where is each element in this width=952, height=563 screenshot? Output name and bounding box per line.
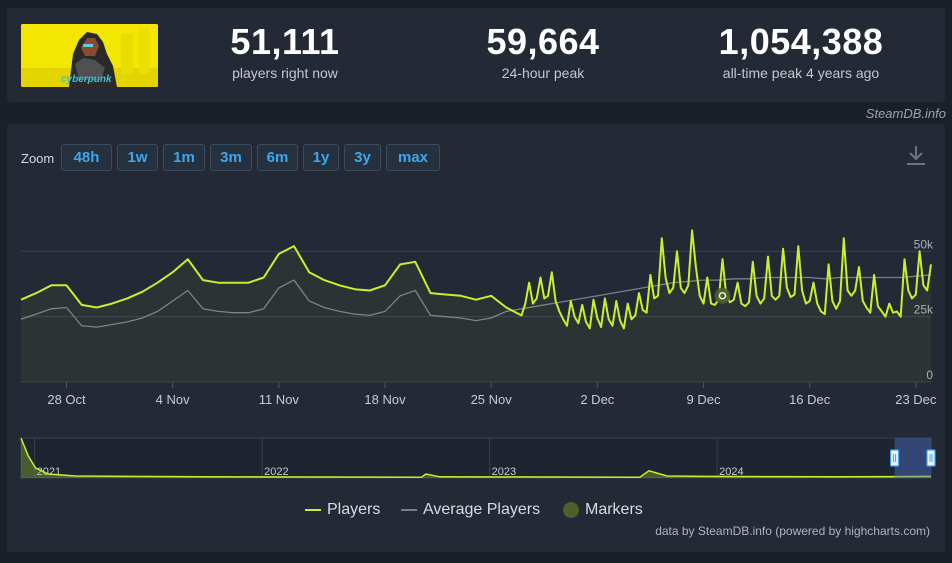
average-players-line — [20, 274, 932, 328]
x-tick-label: 11 Nov — [259, 392, 300, 407]
legend-item-markers[interactable]: Markers — [563, 500, 643, 520]
x-tick-label: 16 Dec — [789, 392, 831, 407]
download-icon[interactable] — [905, 144, 927, 168]
current-players-value: 51,111 — [230, 21, 340, 62]
navigator-line — [20, 437, 932, 478]
chart-legend: Players Average Players Markers — [305, 500, 665, 520]
players-line — [20, 229, 932, 330]
zoom-1y-button[interactable]: 1y — [303, 144, 339, 171]
player-count-chart[interactable]: 28 Oct 4 Nov 11 Nov 18 Nov 25 Nov 2 Dec 9 Dec 1… — [7, 180, 945, 480]
average-players-series — [20, 274, 932, 328]
game-cover-image[interactable]: cyberpunk — [21, 24, 158, 87]
stats-panel: cyberpunk 51,111 players right now 59,66… — [7, 8, 945, 102]
zoom-3m-button[interactable]: 3m — [210, 144, 252, 171]
stat-all-time-peak: 1,054,388 all-time peak 4 years ago — [686, 21, 916, 82]
x-tick-label: 4 Nov — [156, 392, 190, 407]
navigator-year-label: 2023 — [492, 466, 516, 478]
legend-item-players[interactable]: Players — [305, 500, 380, 520]
navigator-background — [20, 437, 932, 479]
markers-series[interactable] — [714, 287, 731, 304]
x-tick-label: 2 Dec — [580, 392, 614, 407]
all-time-peak-label: all-time peak 4 years ago — [722, 65, 880, 81]
x-axis: 28 Oct 4 Nov 11 Nov 18 Nov 25 Nov 2 Dec 9 Dec 1… — [47, 382, 937, 407]
chart-panel: Zoom 48h 1w 1m 3m 6m 1y 3y max 28 Oct 4 N… — [7, 124, 945, 552]
zoom-3y-button[interactable]: 3y — [344, 144, 381, 171]
x-tick-label: 23 Dec — [895, 392, 937, 407]
peak-24h-label: 24-hour peak — [501, 65, 585, 81]
players-series — [20, 229, 932, 382]
current-players-label: players right now — [232, 65, 338, 81]
legend-average-label: Average Players — [423, 501, 541, 518]
x-tick-label: 9 Dec — [687, 392, 721, 407]
zoom-48h-button[interactable]: 48h — [61, 144, 112, 171]
navigator[interactable]: 2021 2022 2023 2024 — [20, 437, 936, 479]
stat-current-players: 51,111 players right now — [170, 21, 400, 82]
legend-average-swatch — [401, 509, 417, 511]
highcharts-credit[interactable]: data by SteamDB.info (powered by highcha… — [655, 524, 930, 538]
game-logo-text: cyberpunk — [61, 74, 112, 85]
legend-markers-label: Markers — [585, 501, 643, 518]
y-tick-label: 0 — [926, 368, 933, 382]
navigator-year-label: 2024 — [719, 466, 743, 478]
y-tick-label: 50k — [914, 237, 934, 251]
marker-point-icon — [718, 292, 727, 300]
marker-point[interactable] — [714, 287, 731, 304]
navigator-selection[interactable] — [894, 438, 931, 478]
legend-item-average-players[interactable]: Average Players — [401, 500, 540, 520]
legend-markers-dot — [563, 502, 579, 518]
x-tick-label: 25 Nov — [471, 392, 513, 407]
stat-24h-peak: 59,664 24-hour peak — [428, 21, 658, 82]
x-tick-label: 28 Oct — [47, 392, 86, 407]
all-time-peak-value: 1,054,388 — [718, 21, 884, 62]
peak-24h-value: 59,664 — [486, 21, 600, 62]
zoom-label: Zoom — [21, 151, 55, 166]
x-tick-label: 18 Nov — [364, 392, 406, 407]
zoom-1w-button[interactable]: 1w — [117, 144, 158, 171]
navigator-handle-left[interactable] — [889, 449, 900, 467]
steamdb-credit[interactable]: SteamDB.info — [865, 106, 946, 121]
zoom-1m-button[interactable]: 1m — [163, 144, 205, 171]
zoom-max-button[interactable]: max — [386, 144, 440, 171]
legend-players-label: Players — [327, 501, 381, 518]
legend-players-swatch — [305, 509, 321, 511]
players-area — [21, 230, 931, 382]
y-axis: 0 25k 50k — [914, 237, 934, 382]
navigator-year-label: 2022 — [264, 466, 288, 478]
zoom-6m-button[interactable]: 6m — [257, 144, 298, 171]
y-tick-label: 25k — [914, 303, 934, 317]
game-cover-art: cyberpunk — [21, 24, 158, 87]
navigator-handle-right[interactable] — [926, 449, 936, 467]
